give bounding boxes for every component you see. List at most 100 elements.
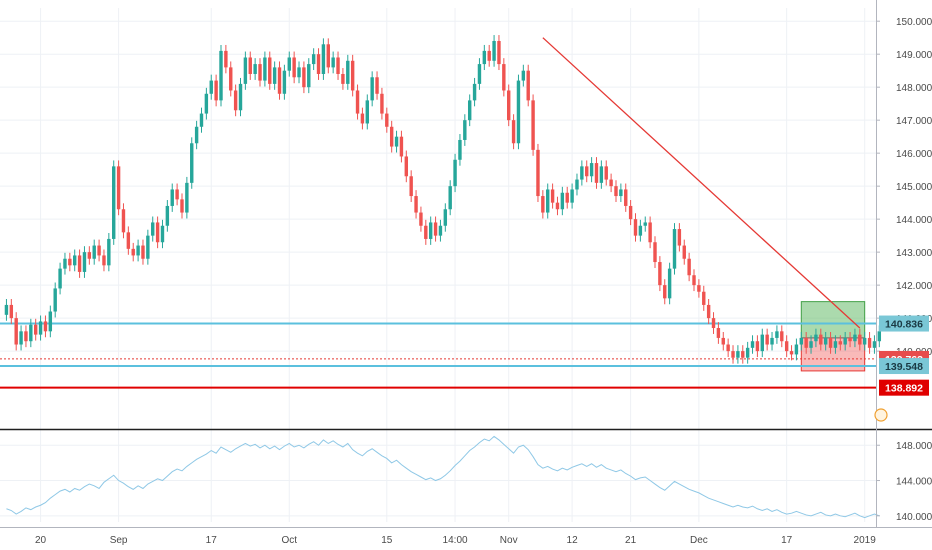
candle-body[interactable]	[497, 40, 501, 65]
candle-body[interactable]	[43, 321, 48, 332]
candle-body[interactable]	[663, 285, 667, 299]
candle-body[interactable]	[619, 189, 623, 197]
candle-body[interactable]	[697, 285, 701, 292]
candle-body[interactable]	[331, 57, 335, 68]
candle-body[interactable]	[550, 189, 555, 203]
candle-body[interactable]	[692, 275, 696, 286]
candle-body[interactable]	[24, 331, 28, 342]
candle-body[interactable]	[507, 90, 511, 121]
candle-body[interactable]	[867, 337, 872, 348]
candle-body[interactable]	[238, 83, 243, 111]
candle-body[interactable]	[624, 189, 628, 206]
candle-body[interactable]	[477, 64, 482, 84]
candle-body[interactable]	[672, 229, 677, 269]
candle-body[interactable]	[745, 347, 750, 358]
candle-body[interactable]	[355, 90, 360, 114]
candle-body[interactable]	[585, 166, 589, 177]
candle-body[interactable]	[750, 341, 755, 348]
candle-body[interactable]	[614, 186, 618, 197]
candle-body[interactable]	[33, 324, 38, 335]
candle-body[interactable]	[48, 311, 53, 332]
candle-body[interactable]	[263, 57, 267, 81]
candle-body[interactable]	[511, 120, 516, 144]
candle-body[interactable]	[414, 196, 418, 213]
candle-body[interactable]	[604, 166, 608, 180]
candle-body[interactable]	[438, 225, 443, 236]
candle-body[interactable]	[365, 100, 369, 124]
candle-body[interactable]	[589, 163, 594, 177]
candle-body[interactable]	[780, 331, 784, 342]
candle-body[interactable]	[151, 222, 155, 236]
candle-body[interactable]	[702, 291, 706, 305]
candle-body[interactable]	[385, 113, 389, 127]
candle-body[interactable]	[487, 50, 491, 61]
candle-body[interactable]	[394, 136, 399, 147]
candle-body[interactable]	[677, 229, 682, 246]
candle-body[interactable]	[214, 80, 218, 101]
candle-body[interactable]	[784, 341, 789, 352]
candle-body[interactable]	[687, 258, 691, 276]
candle-body[interactable]	[155, 222, 160, 243]
trendline[interactable]	[542, 37, 861, 329]
candle-body[interactable]	[526, 70, 530, 101]
candle-body[interactable]	[706, 304, 711, 319]
candle-body[interactable]	[458, 139, 462, 160]
candle-body[interactable]	[229, 67, 233, 91]
candle-body[interactable]	[302, 67, 306, 88]
candle-body[interactable]	[770, 337, 774, 345]
candle-body[interactable]	[531, 100, 535, 150]
candle-body[interactable]	[199, 113, 204, 127]
candle-body[interactable]	[472, 83, 477, 101]
candle-body[interactable]	[180, 199, 184, 213]
candle-body[interactable]	[638, 225, 643, 236]
candle-body[interactable]	[575, 179, 579, 190]
candle-body[interactable]	[428, 222, 433, 239]
candle-body[interactable]	[716, 328, 721, 338]
candle-body[interactable]	[448, 186, 452, 210]
candle-body[interactable]	[268, 57, 272, 84]
candle-body[interactable]	[297, 67, 301, 78]
candle-body[interactable]	[224, 50, 228, 68]
candle-body[interactable]	[82, 252, 87, 272]
candle-body[interactable]	[838, 341, 843, 345]
candle-body[interactable]	[648, 222, 652, 243]
candle-body[interactable]	[389, 126, 394, 147]
candle-body[interactable]	[877, 331, 882, 342]
candle-body[interactable]	[492, 40, 496, 61]
candle-body[interactable]	[292, 57, 296, 78]
candle-body[interactable]	[721, 337, 725, 345]
candle-body[interactable]	[370, 77, 374, 101]
main-price-plot[interactable]	[0, 35, 882, 389]
candle-body[interactable]	[565, 192, 569, 203]
candle-body[interactable]	[350, 60, 355, 91]
candle-body[interactable]	[233, 90, 238, 111]
candle-body[interactable]	[68, 258, 72, 266]
candle-body[interactable]	[219, 50, 223, 101]
candle-body[interactable]	[424, 225, 428, 239]
candle-body[interactable]	[316, 54, 321, 74]
candle-body[interactable]	[258, 64, 262, 81]
candle-body[interactable]	[87, 252, 92, 259]
candle-body[interactable]	[29, 324, 33, 342]
candle-body[interactable]	[326, 44, 330, 68]
candle-body[interactable]	[282, 70, 287, 94]
candle-body[interactable]	[341, 73, 345, 84]
candle-body[interactable]	[92, 245, 96, 259]
candle-body[interactable]	[73, 255, 77, 266]
candle-body[interactable]	[102, 255, 106, 266]
candle-body[interactable]	[136, 245, 140, 256]
candle-body[interactable]	[580, 166, 584, 180]
candle-body[interactable]	[521, 70, 526, 81]
candle-body[interactable]	[546, 189, 550, 213]
candle-body[interactable]	[399, 136, 404, 157]
candle-body[interactable]	[38, 321, 43, 335]
candle-body[interactable]	[346, 60, 350, 84]
candle-body[interactable]	[736, 351, 740, 358]
candle-body[interactable]	[560, 192, 565, 210]
candle-body[interactable]	[794, 344, 799, 355]
candle-body[interactable]	[828, 337, 833, 348]
candle-body[interactable]	[165, 205, 170, 226]
candle-body[interactable]	[190, 143, 194, 183]
candle-body[interactable]	[311, 54, 316, 65]
candle-body[interactable]	[570, 189, 574, 203]
